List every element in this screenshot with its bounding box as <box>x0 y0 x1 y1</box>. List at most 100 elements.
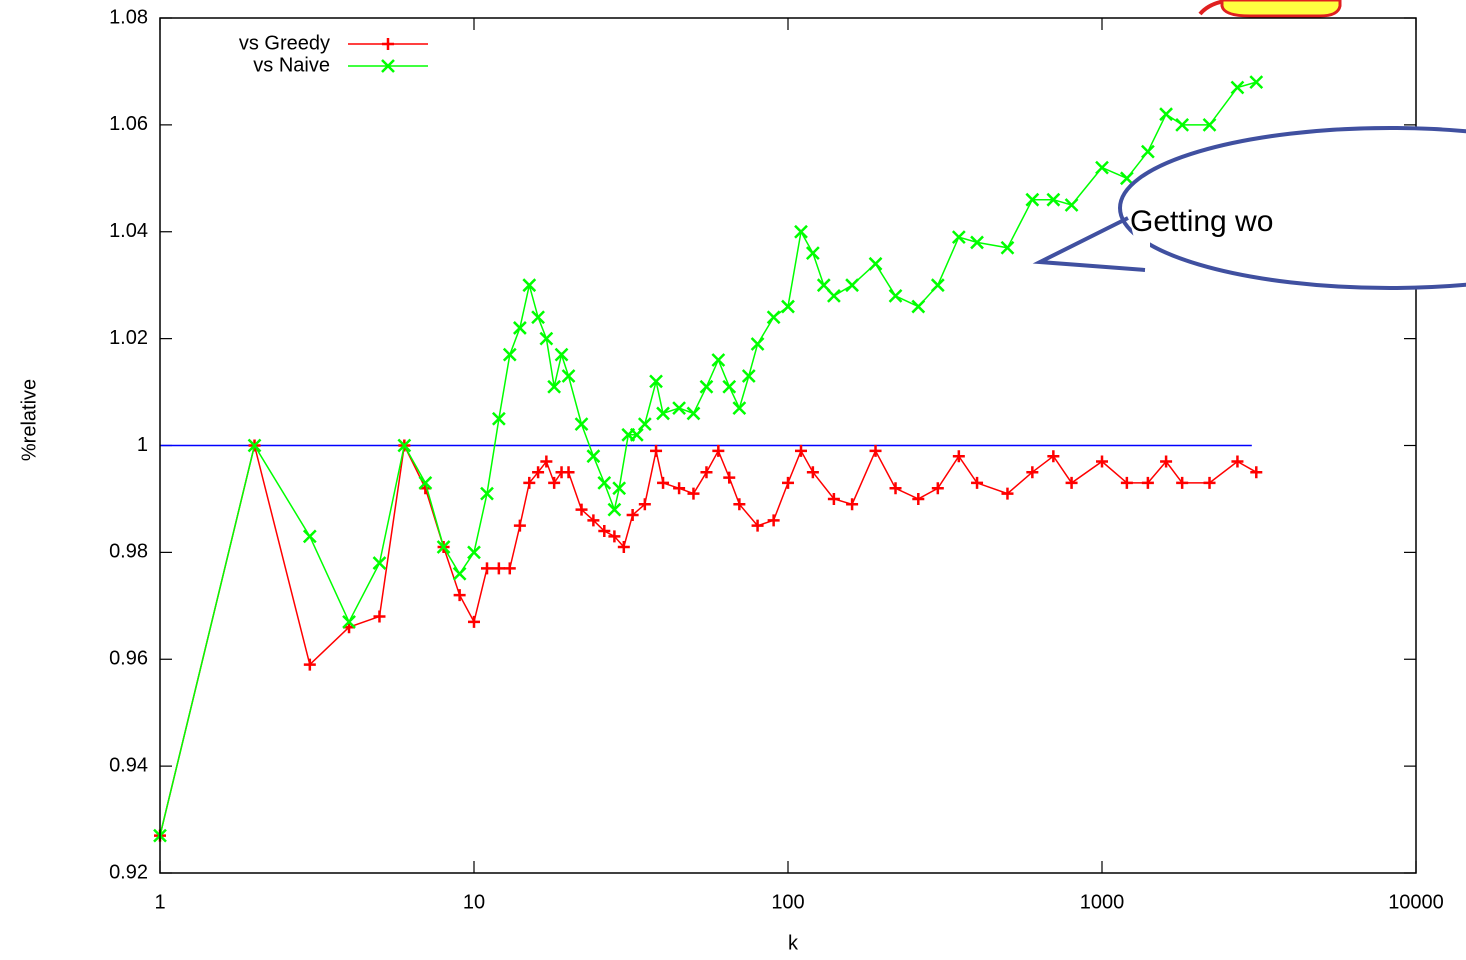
data-point <box>467 545 481 560</box>
x-tick-label: 100 <box>771 891 804 913</box>
data-point <box>1120 476 1133 489</box>
data-point <box>1065 476 1078 489</box>
data-point <box>1119 171 1134 186</box>
data-point <box>532 466 545 479</box>
data-point <box>868 256 883 271</box>
data-point <box>971 476 984 489</box>
data-point <box>452 566 467 581</box>
data-point <box>522 278 537 293</box>
data-point <box>480 562 493 575</box>
data-point <box>1000 240 1015 255</box>
data-point <box>1203 476 1216 489</box>
data-point <box>607 502 622 517</box>
y-axis-label: %relative <box>18 379 40 461</box>
data-point <box>303 658 316 671</box>
data-point <box>598 525 611 537</box>
data-point <box>548 476 561 489</box>
data-point <box>732 401 747 415</box>
data-point <box>805 246 820 261</box>
data-point <box>794 224 808 239</box>
data-point <box>781 299 795 314</box>
data-point <box>931 482 944 495</box>
data-point <box>1141 476 1154 489</box>
data-point <box>845 278 859 293</box>
x-tick-label: 1 <box>154 891 165 913</box>
data-point <box>629 427 644 442</box>
data-point <box>586 449 601 464</box>
data-point <box>1175 117 1190 132</box>
data-point <box>597 476 612 490</box>
decor-box <box>1220 0 1342 18</box>
data-point <box>492 562 505 575</box>
data-point <box>502 347 517 362</box>
x-tick-label: 10 <box>463 891 485 913</box>
data-point <box>247 438 262 453</box>
data-point <box>1095 160 1109 175</box>
series-line <box>159 81 1257 836</box>
data-point <box>888 288 903 303</box>
data-point <box>911 299 926 314</box>
data-point <box>766 310 781 325</box>
data-point <box>513 321 527 335</box>
data-point <box>575 503 588 516</box>
series-line <box>159 443 1257 836</box>
x-tick-label: 1000 <box>1080 891 1125 913</box>
data-point <box>397 438 412 453</box>
data-point <box>1025 192 1040 207</box>
data-point <box>889 482 902 495</box>
y-tick-label: 0.92 <box>109 861 148 883</box>
data-point <box>1250 466 1263 479</box>
data-point <box>816 278 831 293</box>
data-point <box>531 310 545 325</box>
legend-label: vs Naive <box>253 54 330 76</box>
y-tick-label: 1.02 <box>109 327 148 349</box>
data-point <box>1231 455 1244 468</box>
data-point <box>722 379 737 394</box>
data-point <box>638 498 651 511</box>
data-point <box>951 230 966 244</box>
x-tick-label: 10000 <box>1388 891 1444 913</box>
data-point <box>468 615 480 628</box>
data-point <box>700 466 713 479</box>
data-point <box>342 614 356 629</box>
data-point <box>711 353 726 367</box>
legend-marker <box>381 59 395 73</box>
data-point <box>1160 455 1173 468</box>
data-point <box>733 498 746 511</box>
y-tick-label: 0.94 <box>109 754 148 776</box>
data-point <box>554 347 569 362</box>
data-point <box>794 444 807 457</box>
data-point <box>687 487 700 500</box>
data-point <box>912 492 925 505</box>
data-point <box>491 411 506 426</box>
y-tick-label: 0.96 <box>109 648 148 670</box>
data-point <box>712 444 725 457</box>
data-point <box>723 471 736 484</box>
data-point <box>561 369 576 383</box>
data-point <box>1230 80 1245 95</box>
data-point <box>650 444 663 457</box>
data-point <box>1026 466 1039 479</box>
data-point <box>608 530 621 543</box>
data-point <box>302 529 317 544</box>
data-point <box>1249 75 1264 90</box>
data-point <box>741 369 756 383</box>
data-point <box>699 379 714 394</box>
y-tick-label: 1.06 <box>109 113 148 135</box>
callout-text: Getting wo <box>1130 205 1273 238</box>
data-point <box>540 455 553 468</box>
data-point <box>930 278 945 293</box>
data-point <box>617 541 630 554</box>
data-point <box>612 481 627 496</box>
data-point <box>1140 144 1155 159</box>
data-point <box>539 331 554 346</box>
data-point <box>1159 107 1173 122</box>
y-tick-label: 1.04 <box>109 220 148 242</box>
callout-tail-cover <box>1130 222 1150 262</box>
legend-marker <box>382 38 394 50</box>
data-point <box>1001 487 1014 500</box>
data-point <box>649 374 663 389</box>
data-point <box>750 337 765 351</box>
data-point <box>547 379 562 394</box>
callout: Getting wo <box>1032 126 1466 290</box>
